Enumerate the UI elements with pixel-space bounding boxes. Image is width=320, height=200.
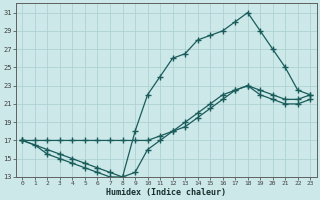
X-axis label: Humidex (Indice chaleur): Humidex (Indice chaleur) [106, 188, 226, 197]
